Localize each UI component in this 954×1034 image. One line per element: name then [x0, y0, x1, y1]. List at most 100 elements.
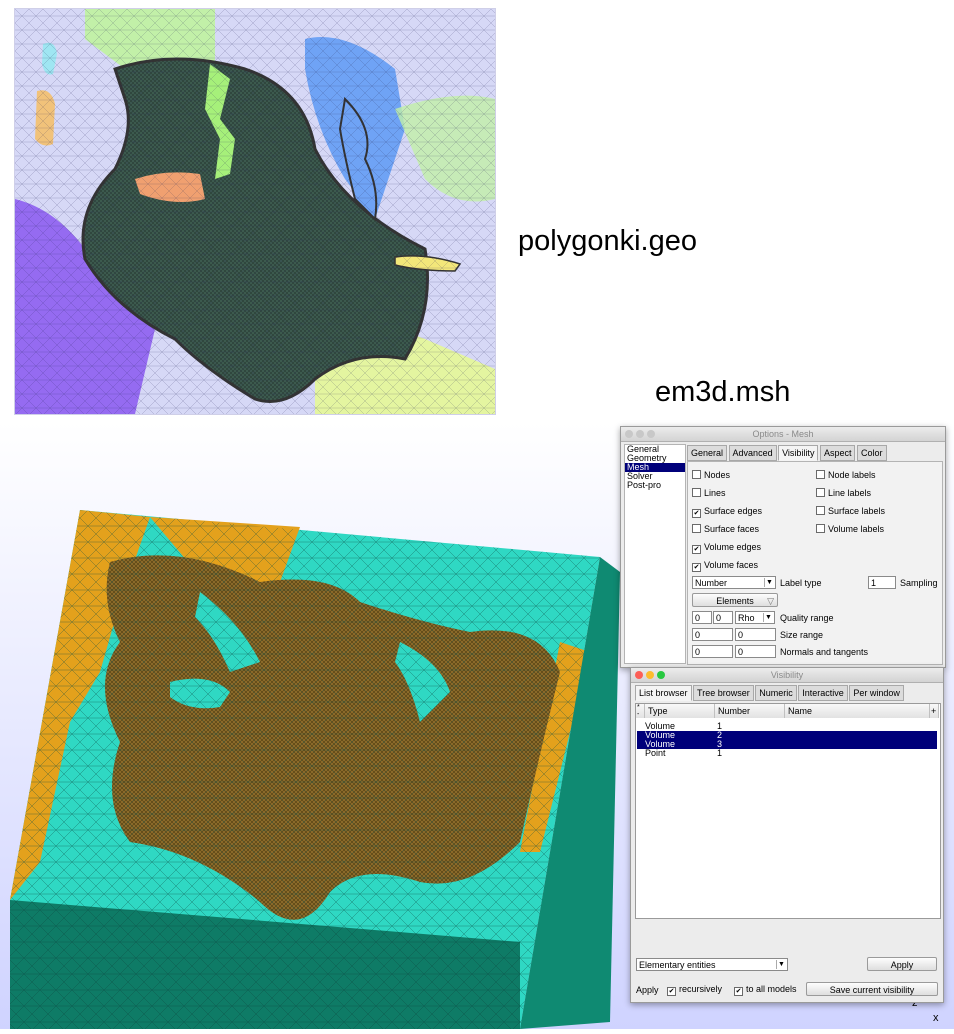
row-number: 1: [717, 721, 723, 731]
tree-item-general[interactable]: General: [627, 444, 660, 454]
sort-up-icon: *: [637, 704, 640, 711]
nodes-label: Nodes: [704, 470, 731, 480]
surface-faces-label: Surface faces: [704, 524, 760, 534]
nodes-checkbox[interactable]: Nodes: [692, 470, 730, 480]
elements-button[interactable]: Elements ▽: [692, 593, 778, 607]
table-row[interactable]: Volume 2: [637, 731, 937, 740]
save-visibility-button[interactable]: Save current visibility: [806, 982, 938, 996]
top-caption: polygonki.geo: [518, 225, 697, 257]
line-labels-checkbox[interactable]: Line labels: [816, 488, 871, 498]
minimize-icon[interactable]: [646, 671, 654, 679]
tab-general[interactable]: General: [687, 445, 728, 461]
checkmark-icon: ✔: [734, 987, 743, 996]
volume-faces-checkbox[interactable]: ✔ Volume faces: [692, 560, 758, 572]
tangents-input[interactable]: 0: [735, 645, 776, 658]
lines-checkbox[interactable]: Lines: [692, 488, 726, 498]
tab-numeric[interactable]: Numeric: [755, 685, 797, 701]
axis-z-label: z: [912, 997, 918, 1009]
sampling-label: Sampling: [900, 578, 938, 588]
tab-aspect[interactable]: Aspect: [819, 445, 856, 461]
node-labels-label: Node labels: [828, 470, 876, 480]
entity-type-select[interactable]: Elementary entities ▼: [636, 958, 788, 971]
volume-labels-checkbox[interactable]: Volume labels: [816, 524, 884, 534]
surface-edges-checkbox[interactable]: ✔ Surface edges: [692, 506, 762, 518]
polygon-mesh-view: [14, 8, 496, 415]
volume-edges-label: Volume edges: [704, 542, 762, 552]
size-range-label: Size range: [780, 630, 824, 640]
visibility-tabs: List browser Tree browser Numeric Intera…: [635, 685, 904, 701]
column-name[interactable]: Name: [785, 704, 930, 718]
tree-item-geometry[interactable]: Geometry: [627, 453, 667, 463]
options-mesh-window: Options - Mesh General Geometry Mesh Sol…: [620, 426, 946, 668]
volume-labels-label: Volume labels: [828, 524, 885, 534]
tab-list-browser[interactable]: List browser: [635, 685, 692, 701]
top-face-mesh: [10, 510, 600, 1029]
tab-tree-browser[interactable]: Tree browser: [693, 685, 754, 701]
to-all-models-checkbox[interactable]: ✔ to all models: [734, 984, 797, 996]
column-number[interactable]: Number: [715, 704, 785, 718]
quality-measure-value: Rho: [738, 613, 755, 623]
row-number: 2: [717, 730, 723, 740]
to-all-models-label: to all models: [746, 984, 797, 994]
bottom-caption: em3d.msh: [655, 376, 791, 408]
label-type-label: Label type: [780, 578, 822, 588]
apply-button-label: Apply: [890, 960, 914, 970]
apply-label: Apply: [636, 985, 659, 995]
table-row[interactable]: Point 1: [637, 749, 937, 758]
node-labels-checkbox[interactable]: Node labels: [816, 470, 876, 480]
tab-color[interactable]: Color: [856, 445, 887, 461]
surface-faces-checkbox[interactable]: Surface faces: [692, 524, 759, 534]
tree-item-solver[interactable]: Solver: [627, 471, 653, 481]
size-min-input[interactable]: 0: [692, 628, 733, 641]
surface-labels-checkbox[interactable]: Surface labels: [816, 506, 885, 516]
column-type[interactable]: Type: [645, 704, 715, 718]
normals-input[interactable]: 0: [692, 645, 733, 658]
front-face-mesh: [10, 900, 520, 1029]
tab-advanced[interactable]: Advanced: [728, 445, 777, 461]
lines-label: Lines: [704, 488, 726, 498]
recursively-checkbox[interactable]: ✔ recursively: [667, 984, 722, 996]
entity-type-value: Elementary entities: [639, 960, 716, 970]
recursively-label: recursively: [679, 984, 723, 994]
close-icon[interactable]: [635, 671, 643, 679]
table-row[interactable]: Volume 3: [637, 740, 937, 749]
volume-edges-checkbox[interactable]: ✔ Volume edges: [692, 542, 761, 554]
table-row[interactable]: Volume 1: [637, 722, 937, 731]
quality-range-label: Quality range: [780, 613, 834, 623]
options-window-title: Options - Mesh: [752, 429, 814, 439]
chevron-down-icon: ▼: [776, 960, 786, 969]
tab-per-window[interactable]: Per window: [849, 685, 904, 701]
checkmark-icon: ✔: [692, 545, 701, 554]
add-column-button[interactable]: +: [930, 704, 939, 718]
sampling-input[interactable]: 1: [868, 576, 896, 589]
checkbox-icon: [692, 488, 701, 497]
minimize-icon[interactable]: [636, 430, 644, 438]
quality-min-input[interactable]: 0: [692, 611, 712, 624]
checkbox-icon: [692, 524, 701, 533]
checkmark-icon: ✔: [667, 987, 676, 996]
label-type-select[interactable]: Number ▼: [692, 576, 776, 589]
sort-down-icon: -: [637, 711, 640, 718]
visibility-window: Visibility List browser Tree browser Num…: [630, 667, 944, 1003]
checkbox-icon: [816, 506, 825, 515]
tab-visibility[interactable]: Visibility: [778, 445, 819, 461]
save-visibility-label: Save current visibility: [829, 985, 915, 995]
tab-interactive[interactable]: Interactive: [798, 685, 848, 701]
sort-toggle[interactable]: * -: [636, 704, 645, 718]
apply-button[interactable]: Apply: [867, 957, 937, 971]
chevron-down-icon: ▼: [764, 578, 774, 587]
box-side-face: [520, 557, 620, 1029]
checkbox-icon: [692, 470, 701, 479]
tree-item-mesh[interactable]: Mesh: [625, 463, 685, 472]
zoom-icon[interactable]: [647, 430, 655, 438]
quality-measure-select[interactable]: Rho ▼: [735, 611, 775, 624]
axis-x-label: x: [933, 1012, 939, 1024]
quality-max-input[interactable]: 0: [713, 611, 733, 624]
close-icon[interactable]: [625, 430, 633, 438]
checkmark-icon: ✔: [692, 563, 701, 572]
filter-icon: ▽: [767, 596, 774, 606]
zoom-icon[interactable]: [657, 671, 665, 679]
tree-item-post-pro[interactable]: Post-pro: [627, 480, 662, 490]
row-type: Volume: [645, 739, 676, 749]
size-max-input[interactable]: 0: [735, 628, 776, 641]
